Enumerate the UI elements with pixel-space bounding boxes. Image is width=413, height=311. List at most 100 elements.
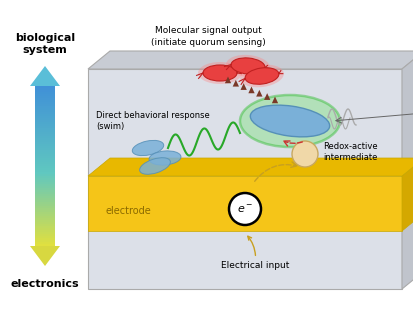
Polygon shape [401, 51, 413, 289]
Bar [35, 224, 55, 226]
Polygon shape [263, 93, 270, 100]
Bar [35, 118, 55, 120]
Bar [35, 190, 55, 192]
Bar [35, 160, 55, 162]
Bar [35, 178, 55, 180]
Text: biological
system: biological system [15, 33, 75, 55]
Bar [35, 154, 55, 156]
Text: Electrical input: Electrical input [220, 236, 289, 270]
Bar [35, 114, 55, 116]
Bar [35, 104, 55, 106]
Bar [35, 218, 55, 220]
Ellipse shape [230, 58, 264, 74]
Bar [35, 134, 55, 136]
Ellipse shape [244, 68, 278, 84]
Bar [35, 216, 55, 218]
Bar [88, 176, 401, 231]
Bar [35, 170, 55, 172]
Bar [35, 168, 55, 170]
Bar [35, 132, 55, 134]
Bar [35, 92, 55, 94]
Bar [35, 200, 55, 202]
Bar [35, 172, 55, 174]
Text: Direct behavioral response
(swim): Direct behavioral response (swim) [96, 111, 209, 132]
Bar [35, 142, 55, 144]
Bar [35, 98, 55, 100]
Bar [35, 230, 55, 232]
Bar [35, 204, 55, 206]
Bar [35, 96, 55, 98]
Polygon shape [232, 80, 238, 86]
Polygon shape [271, 96, 278, 103]
Bar [35, 120, 55, 122]
Bar [35, 214, 55, 216]
Bar [35, 206, 55, 208]
Ellipse shape [197, 62, 242, 84]
Bar [35, 90, 55, 92]
Bar [35, 86, 55, 88]
Text: electrode: electrode [106, 206, 152, 216]
Bar [35, 94, 55, 96]
Bar [35, 196, 55, 198]
Circle shape [228, 193, 260, 225]
Bar [35, 182, 55, 184]
Polygon shape [224, 77, 230, 83]
Ellipse shape [139, 158, 170, 174]
Bar [35, 232, 55, 234]
Bar [35, 130, 55, 132]
Bar [35, 150, 55, 152]
Polygon shape [30, 66, 60, 86]
Bar [35, 188, 55, 190]
Bar [35, 112, 55, 114]
Text: Molecular signal output
(initiate quorum sensing): Molecular signal output (initiate quorum… [150, 26, 265, 47]
Bar [35, 144, 55, 146]
Ellipse shape [240, 95, 339, 147]
Bar [35, 238, 55, 240]
Text: Redox-active
intermediate: Redox-active intermediate [322, 142, 377, 162]
Bar [35, 108, 55, 110]
Bar [35, 226, 55, 228]
Bar [35, 102, 55, 104]
Bar [88, 69, 401, 289]
Bar [35, 140, 55, 142]
Polygon shape [88, 158, 413, 176]
Bar [35, 136, 55, 138]
Polygon shape [248, 86, 254, 93]
Bar [35, 110, 55, 112]
Bar [35, 162, 55, 164]
Polygon shape [240, 83, 246, 90]
Bar [35, 100, 55, 102]
Bar [35, 174, 55, 176]
Bar [35, 186, 55, 188]
Bar [35, 192, 55, 194]
Bar [35, 164, 55, 166]
Bar [35, 240, 55, 242]
Bar [35, 122, 55, 124]
Bar [35, 208, 55, 210]
Bar [35, 222, 55, 224]
Bar [35, 152, 55, 154]
Ellipse shape [132, 140, 163, 156]
Bar [35, 194, 55, 196]
Bar [35, 180, 55, 182]
Bar [35, 220, 55, 222]
Bar [35, 212, 55, 214]
Polygon shape [256, 90, 262, 97]
Bar [35, 138, 55, 140]
Bar [35, 126, 55, 128]
Ellipse shape [225, 55, 269, 77]
Bar [35, 124, 55, 126]
Bar [35, 176, 55, 178]
Polygon shape [401, 158, 413, 231]
Bar [35, 236, 55, 238]
Ellipse shape [250, 105, 329, 137]
Bar [35, 116, 55, 118]
Bar [35, 228, 55, 230]
Bar [35, 210, 55, 212]
Text: electronics: electronics [11, 279, 79, 289]
Bar [35, 202, 55, 204]
Bar [35, 244, 55, 246]
Bar [35, 158, 55, 160]
Circle shape [291, 141, 317, 167]
Bar [35, 146, 55, 148]
